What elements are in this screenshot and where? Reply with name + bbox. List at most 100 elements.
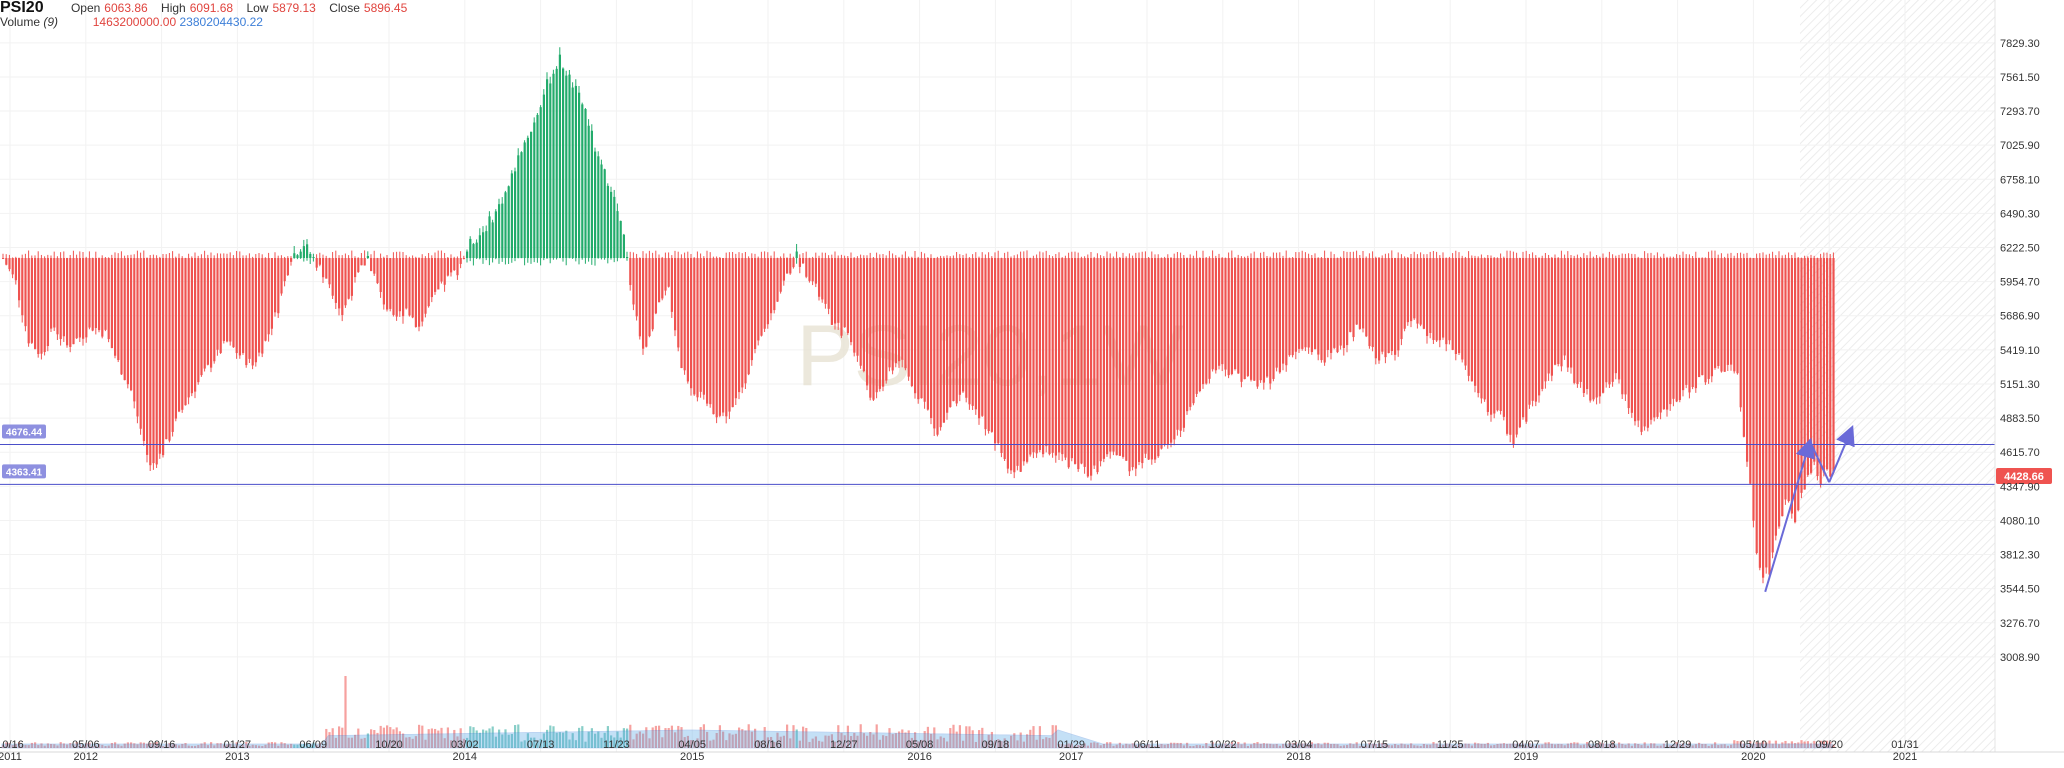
candles[interactable] bbox=[2, 47, 1835, 584]
candle-body bbox=[1406, 258, 1409, 323]
candle-body bbox=[1352, 258, 1355, 338]
volume-bar bbox=[770, 736, 773, 748]
volume-bar bbox=[1285, 744, 1288, 748]
volume-bar bbox=[318, 743, 321, 748]
candle-body bbox=[1099, 258, 1102, 462]
candle-body bbox=[392, 258, 395, 315]
volume-bar bbox=[987, 734, 990, 748]
candle-body bbox=[699, 258, 702, 392]
symbol-name[interactable]: PSI20 bbox=[0, 0, 44, 16]
volume-bar bbox=[578, 727, 581, 748]
candle-body bbox=[1208, 258, 1211, 379]
candle-body bbox=[533, 122, 536, 259]
volume-bar bbox=[853, 732, 856, 748]
volume-bar bbox=[309, 744, 312, 748]
volume-bar bbox=[443, 738, 446, 748]
volume-bar bbox=[1768, 740, 1771, 748]
volume-bar bbox=[875, 724, 878, 748]
volume-bar bbox=[363, 737, 366, 748]
candle-body bbox=[1051, 258, 1054, 453]
volume-bar bbox=[350, 737, 353, 748]
volume-bar bbox=[126, 742, 129, 748]
price-axis[interactable]: 7829.30 7561.50 7293.70 7025.90 6758.10 6490.… bbox=[2000, 38, 2040, 664]
volume-bar bbox=[1643, 742, 1646, 748]
volume-bar bbox=[910, 737, 913, 748]
volume-bar bbox=[210, 742, 213, 748]
trend-line[interactable] bbox=[1809, 441, 1831, 483]
volume-label[interactable]: Volume bbox=[0, 15, 41, 29]
volume-bar bbox=[1464, 743, 1467, 748]
volume-bar bbox=[1675, 742, 1678, 748]
candle-body bbox=[1317, 258, 1320, 355]
volume-bar bbox=[1205, 742, 1208, 748]
y-tick-label: 7561.50 bbox=[2000, 72, 2040, 84]
volume-bar bbox=[1336, 744, 1339, 748]
volume-bar bbox=[978, 730, 981, 748]
volume-bar bbox=[654, 725, 657, 748]
candle-body bbox=[645, 258, 648, 347]
volume-bar bbox=[1496, 744, 1499, 748]
volume-bar bbox=[181, 743, 184, 748]
candle-body bbox=[1464, 258, 1467, 366]
candle-body bbox=[1374, 258, 1377, 359]
volume-bar bbox=[638, 731, 641, 748]
volume-bar bbox=[146, 743, 149, 748]
volume-bar bbox=[1234, 744, 1237, 748]
volume-bar bbox=[264, 744, 267, 748]
volume-bar bbox=[1717, 745, 1720, 748]
x-tick-label: 09/20 bbox=[1815, 739, 1843, 751]
candle-body bbox=[930, 258, 933, 419]
candle-body bbox=[1154, 258, 1157, 460]
candle-body bbox=[1006, 258, 1009, 469]
volume-bar bbox=[341, 727, 344, 748]
volume-bar bbox=[670, 725, 673, 748]
volume-bar bbox=[1275, 743, 1278, 748]
candle-body bbox=[917, 258, 920, 400]
volume-bar bbox=[1272, 744, 1275, 748]
candle-body bbox=[824, 258, 827, 304]
trend-arrow[interactable] bbox=[1764, 437, 1816, 593]
candle-body bbox=[363, 258, 366, 266]
horizontal-lines[interactable]: 4676.44 4363.41 4428.66 bbox=[0, 424, 2052, 485]
candle-body bbox=[1381, 258, 1384, 352]
volume-bar bbox=[1509, 743, 1512, 748]
candle-body bbox=[814, 258, 817, 284]
volume-bar bbox=[904, 732, 907, 748]
candle-body bbox=[286, 258, 289, 276]
volume-bar bbox=[645, 727, 648, 748]
volume-bar bbox=[552, 726, 555, 748]
candle-body bbox=[1752, 258, 1755, 521]
candle-body bbox=[318, 258, 321, 265]
volume-bar bbox=[958, 725, 961, 748]
candle-body bbox=[8, 258, 11, 270]
volume-bar bbox=[1042, 739, 1045, 748]
volume-bar bbox=[824, 735, 827, 748]
volume-bar bbox=[1467, 743, 1470, 748]
candle-body bbox=[952, 258, 955, 402]
volume-bar bbox=[334, 737, 337, 748]
candle-body bbox=[914, 258, 917, 394]
candle-body bbox=[1016, 258, 1019, 466]
candle-body bbox=[1563, 258, 1566, 356]
trend-arrow[interactable] bbox=[1828, 425, 1855, 483]
volume-bar bbox=[549, 725, 552, 748]
candle-body bbox=[1528, 258, 1531, 405]
candle-body bbox=[1618, 258, 1621, 380]
drawings[interactable] bbox=[1764, 425, 1855, 593]
candle-body bbox=[683, 258, 686, 371]
candle-body bbox=[427, 258, 430, 307]
volume-bar bbox=[1403, 744, 1406, 748]
volume-bar bbox=[882, 735, 885, 748]
volume-bar bbox=[1115, 744, 1118, 748]
candle-body bbox=[1691, 258, 1694, 387]
volume-bar bbox=[24, 744, 27, 748]
candle-body bbox=[1362, 258, 1365, 329]
volume-bar bbox=[328, 732, 331, 748]
candle-body bbox=[1195, 258, 1198, 394]
x-tick-label: 03/02 bbox=[451, 739, 479, 751]
candle-body bbox=[894, 258, 897, 364]
candle-body bbox=[1115, 258, 1118, 456]
